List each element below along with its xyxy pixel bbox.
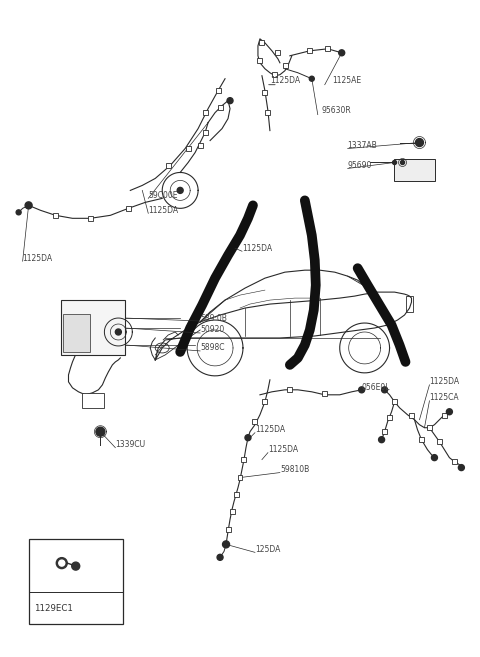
Circle shape	[432, 455, 437, 461]
Text: 125DA: 125DA	[255, 545, 280, 554]
FancyBboxPatch shape	[394, 160, 435, 181]
Circle shape	[379, 437, 384, 443]
Bar	[263, 90, 267, 95]
Bar	[229, 509, 235, 514]
Bar	[265, 110, 270, 115]
Bar	[273, 72, 277, 78]
Circle shape	[416, 139, 423, 147]
Circle shape	[96, 427, 105, 436]
Text: 1125AE: 1125AE	[332, 76, 361, 85]
Text: 056E0L: 056E0L	[361, 383, 390, 392]
Bar	[257, 58, 263, 63]
Bar	[216, 88, 220, 93]
Bar	[186, 146, 191, 151]
Bar	[233, 492, 239, 497]
Bar	[409, 413, 414, 419]
Text: 95690: 95690	[348, 161, 372, 170]
Circle shape	[245, 435, 251, 441]
Text: 5898C: 5898C	[200, 344, 225, 352]
Bar	[252, 419, 257, 424]
Circle shape	[309, 76, 314, 81]
Circle shape	[400, 160, 405, 164]
Bar	[437, 439, 442, 444]
Circle shape	[72, 562, 80, 570]
Text: 1125DA: 1125DA	[148, 206, 179, 215]
Circle shape	[115, 329, 121, 335]
Circle shape	[223, 541, 229, 548]
Circle shape	[25, 202, 32, 209]
Text: 1125CA: 1125CA	[430, 394, 459, 402]
Bar	[203, 110, 207, 115]
Bar	[382, 429, 387, 434]
Bar	[166, 163, 171, 168]
Text: 50920: 50920	[200, 325, 224, 334]
Circle shape	[59, 560, 65, 566]
Bar	[452, 459, 457, 464]
Text: 589·0B: 589·0B	[200, 313, 227, 323]
Circle shape	[458, 464, 464, 470]
Bar	[387, 415, 392, 420]
Bar	[217, 105, 223, 110]
Bar	[203, 130, 207, 135]
Text: 1339CU: 1339CU	[115, 440, 145, 449]
Bar	[198, 143, 203, 148]
Circle shape	[446, 409, 452, 415]
Bar	[276, 51, 280, 55]
Bar	[406, 296, 413, 312]
Bar	[238, 475, 242, 480]
Circle shape	[393, 160, 396, 164]
Bar	[325, 47, 330, 51]
Circle shape	[359, 387, 365, 393]
Bar	[419, 437, 424, 442]
Circle shape	[339, 50, 345, 56]
Text: 59810B: 59810B	[280, 465, 309, 474]
Text: 1125DA: 1125DA	[270, 76, 300, 85]
Bar	[241, 457, 247, 462]
Circle shape	[56, 558, 67, 568]
Circle shape	[382, 387, 387, 393]
Bar	[392, 399, 397, 404]
Text: 1125DA: 1125DA	[255, 425, 285, 434]
Circle shape	[16, 210, 21, 215]
Bar	[62, 314, 90, 352]
Text: 59C00E: 59C00E	[148, 191, 178, 200]
Bar	[442, 413, 447, 419]
Bar	[126, 206, 131, 211]
Text: 1129EC1: 1129EC1	[34, 604, 72, 614]
Bar	[427, 425, 432, 430]
Circle shape	[217, 555, 223, 560]
Bar	[60, 300, 125, 355]
Bar	[288, 388, 292, 392]
Bar	[83, 393, 104, 408]
Bar	[307, 49, 312, 53]
Circle shape	[177, 187, 183, 193]
Text: 1337AB: 1337AB	[348, 141, 377, 150]
Text: 1125DA: 1125DA	[242, 244, 272, 253]
Bar	[88, 216, 93, 221]
Bar	[283, 63, 288, 68]
Bar	[226, 527, 230, 532]
Bar	[260, 40, 264, 45]
Circle shape	[227, 98, 233, 104]
Text: 1125DA: 1125DA	[430, 377, 459, 386]
Text: 95630R: 95630R	[322, 106, 351, 115]
Bar	[263, 399, 267, 404]
Text: 1125DA: 1125DA	[268, 445, 298, 454]
Bar	[53, 213, 58, 218]
Bar	[29, 539, 123, 624]
Text: 1125DA: 1125DA	[23, 254, 53, 263]
Bar	[322, 392, 327, 396]
